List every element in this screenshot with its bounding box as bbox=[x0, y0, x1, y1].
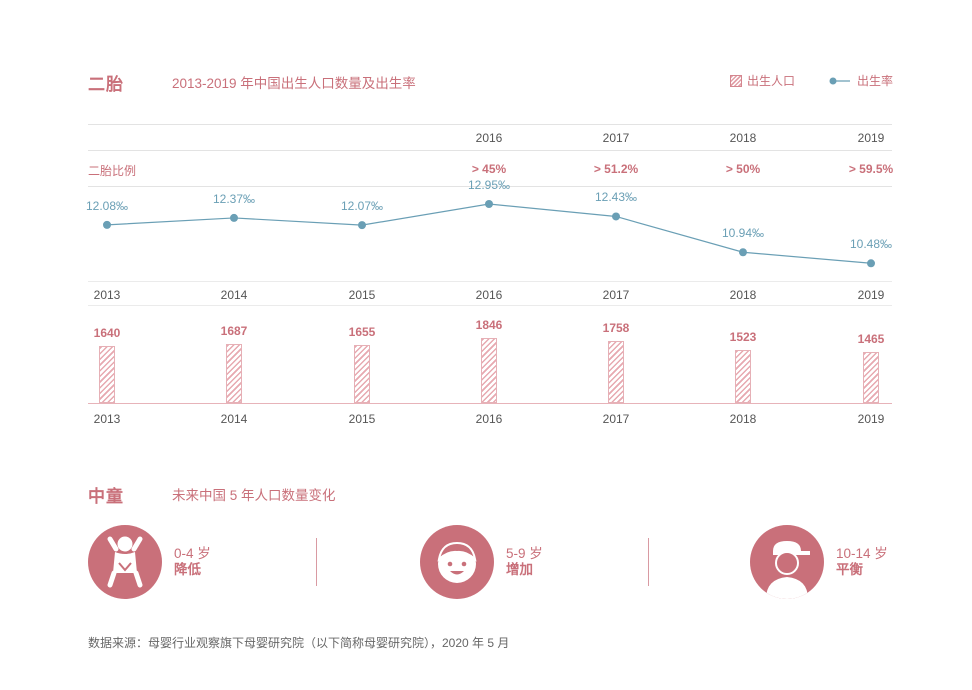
line-chart-rule bbox=[88, 281, 892, 282]
bar-year-2017: 2017 bbox=[602, 412, 630, 426]
ratio-year-2019: 2019 bbox=[857, 131, 885, 145]
age-divider-2 bbox=[648, 538, 649, 586]
births-bar-label-2013: 1640 bbox=[93, 325, 121, 340]
table-top-rule bbox=[88, 124, 892, 125]
births-bar-2013 bbox=[99, 345, 115, 403]
ratio-value-2018: > 50% bbox=[725, 162, 761, 176]
birth-rate-label-2013: 12.08‰ bbox=[85, 198, 129, 213]
birth-rate-label-2019: 10.48‰ bbox=[849, 237, 893, 252]
births-bar-2017 bbox=[608, 341, 624, 403]
ratio-value-2016: > 45% bbox=[471, 162, 507, 176]
births-bar-2018 bbox=[735, 349, 751, 403]
age-range-5-9: 5-9 岁 bbox=[506, 546, 543, 561]
legend-births-label: 出生人口 bbox=[747, 74, 796, 88]
bar-year-2015: 2015 bbox=[348, 412, 376, 426]
births-bar-label-2019: 1465 bbox=[857, 331, 885, 346]
birth-rate-chart: 12.08‰ 12.37‰ 12.07‰ 12.95‰ 12.43‰ 10.94‰ 10.4… bbox=[0, 178, 972, 280]
section-tag-middle-child: 中童 bbox=[88, 487, 124, 506]
legend-birth-rate: 出生率 bbox=[828, 72, 893, 89]
births-bar-label-2014: 1687 bbox=[220, 323, 248, 338]
birth-rate-point-2014 bbox=[230, 213, 238, 222]
legend-births: 出生人口 bbox=[730, 72, 795, 89]
line-year-2019: 2019 bbox=[857, 288, 885, 302]
age-group-0-4: 0-4 岁 降低 bbox=[88, 525, 211, 599]
birth-rate-label-2015: 12.07‰ bbox=[340, 199, 384, 214]
age-divider-1 bbox=[316, 538, 317, 586]
age-trend-10-14: 平衡 bbox=[836, 562, 863, 577]
age-group-10-14: 10-14 岁 平衡 bbox=[750, 525, 888, 599]
second-child-row-label: 二胎比例 bbox=[88, 164, 137, 178]
birth-rate-label-2017: 12.43‰ bbox=[594, 190, 638, 205]
hatched-bar-swatch-icon bbox=[730, 74, 742, 87]
births-bar-2019 bbox=[863, 351, 879, 403]
birth-rate-point-2013 bbox=[103, 220, 111, 229]
birth-rate-point-2016 bbox=[485, 200, 493, 208]
birth-rate-point-2015 bbox=[358, 221, 366, 230]
births-bar-2016 bbox=[481, 338, 497, 403]
bar-year-2018: 2018 bbox=[729, 412, 757, 426]
age-range-10-14: 10-14 岁 bbox=[836, 546, 888, 561]
section2-title: 未来中国 5 年人口数量变化 bbox=[172, 488, 336, 503]
line-year-2018: 2018 bbox=[729, 288, 757, 302]
bar-chart-baseline bbox=[88, 403, 892, 404]
line-marker-swatch-icon bbox=[829, 77, 850, 84]
bar-chart-top-rule bbox=[88, 305, 892, 306]
line-year-2015: 2015 bbox=[348, 288, 376, 302]
birth-rate-label-2016: 12.95‰ bbox=[467, 178, 511, 192]
births-bar-2014 bbox=[226, 343, 242, 403]
table-bottom-rule bbox=[88, 186, 892, 187]
section-tag-second-child: 二胎 bbox=[88, 75, 124, 94]
age-trend-0-4: 降低 bbox=[174, 562, 201, 577]
kid-cap-icon bbox=[750, 525, 824, 599]
bar-year-2014: 2014 bbox=[220, 412, 248, 426]
birth-rate-line-svg bbox=[103, 200, 875, 268]
births-bar-label-2017: 1758 bbox=[602, 321, 630, 336]
bar-year-2016: 2016 bbox=[475, 412, 503, 426]
births-bar-chart: 1640 1687 1655 1846 1758 1523 1465 bbox=[0, 310, 972, 403]
birth-rate-point-2018 bbox=[739, 248, 747, 257]
ratio-value-2019: > 59.5% bbox=[848, 162, 894, 176]
bar-year-2013: 2013 bbox=[93, 412, 121, 426]
birth-rate-label-2014: 12.37‰ bbox=[212, 191, 256, 206]
births-bar-label-2015: 1655 bbox=[348, 325, 376, 340]
births-bar-label-2016: 1846 bbox=[475, 318, 503, 333]
baby-icon bbox=[88, 525, 162, 599]
table-mid-rule bbox=[88, 150, 892, 151]
line-year-2017: 2017 bbox=[602, 288, 630, 302]
age-trend-5-9: 增加 bbox=[506, 562, 533, 577]
ratio-year-2016: 2016 bbox=[475, 131, 503, 145]
birth-rate-point-2019 bbox=[867, 259, 875, 268]
line-year-2014: 2014 bbox=[220, 288, 248, 302]
birth-rate-label-2018: 10.94‰ bbox=[721, 226, 765, 241]
chart-title: 2013-2019 年中国出生人口数量及出生率 bbox=[172, 76, 416, 91]
legend-birth-rate-label: 出生率 bbox=[857, 74, 894, 88]
birth-rate-point-2017 bbox=[612, 212, 620, 221]
line-year-2013: 2013 bbox=[93, 288, 121, 302]
bar-year-2019: 2019 bbox=[857, 412, 885, 426]
births-bar-label-2018: 1523 bbox=[729, 329, 757, 344]
ratio-year-2017: 2017 bbox=[602, 131, 630, 145]
child-face-icon bbox=[420, 525, 494, 599]
ratio-year-2018: 2018 bbox=[729, 131, 757, 145]
age-group-5-9: 5-9 岁 增加 bbox=[420, 525, 543, 599]
births-bar-2015 bbox=[354, 345, 370, 403]
data-source-note: 数据来源：母婴行业观察旗下母婴研究院（以下简称母婴研究院），2020 年 5 月 bbox=[88, 636, 510, 650]
age-range-0-4: 0-4 岁 bbox=[174, 546, 211, 561]
ratio-value-2017: > 51.2% bbox=[593, 162, 639, 176]
line-year-2016: 2016 bbox=[475, 288, 503, 302]
